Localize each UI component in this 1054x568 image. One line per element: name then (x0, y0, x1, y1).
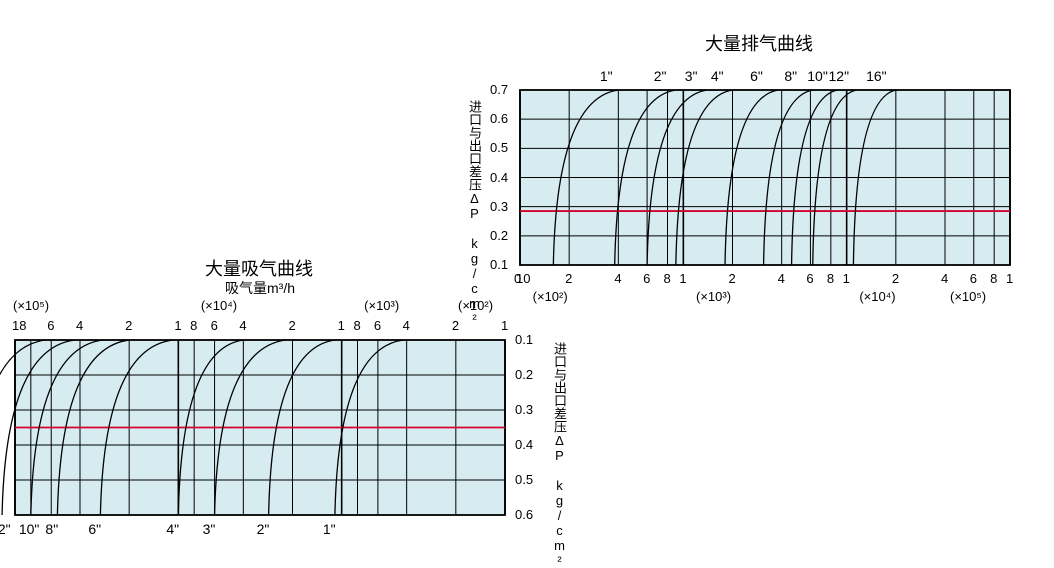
left-xtick: 2 (288, 318, 295, 333)
left-subtitle: 吸气量m³/h (225, 278, 295, 298)
left-curve-label: 12" (0, 521, 11, 537)
left-curve-label: 8" (45, 521, 58, 537)
right-ytick: 0.3 (490, 199, 508, 214)
right-yaxis-title: 进口与出口差压ΔP kg/cm² (465, 100, 484, 326)
left-curve-label: 2" (257, 521, 270, 537)
left-decade-label: (×10⁵) (13, 298, 49, 313)
chart-page: 0.10.20.30.40.50.60.71"2"3"4"6"8"10"12"1… (0, 0, 1054, 565)
left-curve-label: 1" (323, 521, 336, 537)
left-decade-label: (×10⁴) (201, 298, 237, 313)
left-xtick: 6 (374, 318, 381, 333)
right-ytick: 0.1 (490, 257, 508, 272)
right-curve-label: 10" (807, 68, 828, 84)
right-curve-label: 1" (600, 68, 613, 84)
right-xtick: 1 (843, 271, 850, 286)
left-xtick: 4 (403, 318, 410, 333)
left-xtick: 4 (76, 318, 83, 333)
left-xtick: 6 (211, 318, 218, 333)
right-curve-label: 12" (829, 68, 850, 84)
right-xtick: 4 (941, 271, 948, 286)
right-xtick: 6 (643, 271, 650, 286)
right-xtick: 8 (664, 271, 671, 286)
left-xtick: 8 (190, 318, 197, 333)
right-ytick: 0.6 (490, 111, 508, 126)
left-ytick: 0.5 (515, 472, 533, 487)
left-curve-label: 10" (19, 521, 40, 537)
left-xtick: 2 (452, 318, 459, 333)
left-decade-label: (×10²) (458, 298, 493, 313)
right-xtick: 2 (565, 271, 572, 286)
left-yaxis-title: 进口与出口差压ΔP kg/cm² (550, 342, 569, 568)
left-xtick: 4 (239, 318, 246, 333)
right-ytick: 0.7 (490, 82, 508, 97)
right-xtick: 6 (970, 271, 977, 286)
left-xtick: 1 (338, 318, 345, 333)
right-curve-label: 3" (685, 68, 698, 84)
right-ytick: 0.4 (490, 170, 508, 185)
right-xtick: 1 (1006, 271, 1013, 286)
right-xtick: 8 (990, 271, 997, 286)
right-xtick: 4 (614, 271, 621, 286)
right-curve-label: 4" (711, 68, 724, 84)
right-curve-label: 6" (750, 68, 763, 84)
right-xtick: 6 (806, 271, 813, 286)
right-decade-label: (×10⁴) (859, 289, 895, 304)
right-decade-label: (×10⁵) (950, 289, 986, 304)
right-decade-label: (×10³) (696, 289, 731, 304)
right-xtick: 4 (778, 271, 785, 286)
left-xtick: 1 (501, 318, 508, 333)
left-ytick: 0.2 (515, 367, 533, 382)
right-xtick: 1 (679, 271, 686, 286)
right-xtick: 10 (516, 271, 530, 286)
right-curve-label: 2" (654, 68, 667, 84)
right-xtick: 8 (827, 271, 834, 286)
left-xtick: 1 (174, 318, 181, 333)
left-curve-label: 6" (88, 521, 101, 537)
left-xtick: 2 (125, 318, 132, 333)
left-curve-label: 3" (203, 521, 216, 537)
left-ytick: 0.1 (515, 332, 533, 347)
left-xtick: 18 (12, 318, 26, 333)
right-ytick: 0.5 (490, 140, 508, 155)
left-ytick: 0.3 (515, 402, 533, 417)
left-ytick: 0.6 (515, 507, 533, 522)
right-xtick: 2 (892, 271, 899, 286)
right-ytick: 0.2 (490, 228, 508, 243)
right-decade-label: (×10²) (533, 289, 568, 304)
left-decade-label: (×10³) (364, 298, 399, 313)
right-title: 大量排气曲线 (705, 30, 813, 56)
left-curve-label: 4" (166, 521, 179, 537)
right-xtick: 2 (729, 271, 736, 286)
right-curve-label: 8" (784, 68, 797, 84)
left-xtick: 6 (47, 318, 54, 333)
right-curve-label: 16" (866, 68, 887, 84)
left-ytick: 0.4 (515, 437, 533, 452)
left-xtick: 8 (353, 318, 360, 333)
